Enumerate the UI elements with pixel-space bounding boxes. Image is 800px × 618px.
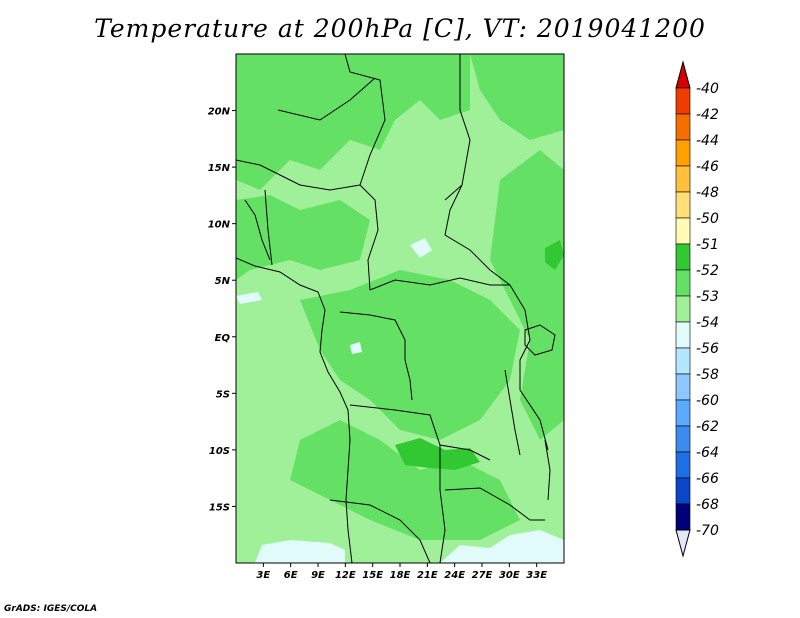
- lon-tick-label: 6E: [284, 570, 298, 581]
- colorbar-segment: [675, 347, 691, 375]
- lon-tick-label: 15E: [362, 570, 383, 581]
- field-patch-cold-south: [255, 540, 345, 563]
- lake-malawi: [544, 439, 551, 501]
- colorbar-label: -70: [696, 523, 719, 539]
- lon-tick-label: 30E: [499, 570, 520, 581]
- colorbar-segment: [675, 399, 691, 427]
- colorbar-segment: [675, 139, 691, 167]
- field-patch-central: [300, 270, 520, 440]
- border-south: [329, 499, 431, 563]
- border-niger-chad: [277, 77, 376, 121]
- colorbar-label: -64: [696, 445, 719, 461]
- coastline-west: [236, 257, 353, 563]
- colorbar-segment: [675, 425, 691, 453]
- lake-victoria: [524, 324, 556, 356]
- border-sahel-west: [236, 159, 361, 191]
- temperature-field: [236, 54, 564, 563]
- border-ghana-togo: [264, 189, 273, 266]
- country-borders: [236, 54, 556, 563]
- colorbar-label: -58: [696, 367, 719, 383]
- colorbar-segment: [675, 321, 691, 349]
- border-algeria-libya: [344, 54, 386, 186]
- colorbar-segment: [675, 373, 691, 401]
- lat-tick-label: 5N: [215, 276, 231, 287]
- colorbar-segment: [675, 87, 691, 115]
- lat-tick-label: 10S: [209, 446, 230, 457]
- colorbar-segment: [675, 295, 691, 323]
- colorbar-label: -52: [696, 263, 719, 279]
- lat-tick-label: 5S: [216, 389, 230, 400]
- field-patch-cold-small: [350, 342, 362, 354]
- colorbar-segment: [675, 451, 691, 479]
- field-patch-dark-1: [395, 438, 480, 470]
- lake-tanganyika: [504, 369, 521, 456]
- colorbar-segment: [675, 269, 691, 297]
- colorbar-segment: [675, 217, 691, 245]
- lat-tick-label: EQ: [215, 333, 231, 344]
- colorbar-label: -62: [696, 419, 719, 435]
- lon-tick-label: 21E: [417, 570, 438, 581]
- map-title: Temperature at 200hPa [C], VT: 201904120…: [94, 14, 706, 43]
- colorbar-label: -56: [696, 341, 719, 357]
- lon-tick-label: 24E: [444, 570, 465, 581]
- colorbar-segment: [675, 477, 691, 505]
- colorbar-label: -40: [696, 81, 719, 97]
- colorbar-label: -68: [696, 497, 719, 513]
- border-congo-drc: [339, 311, 413, 401]
- field-patch-east: [490, 150, 564, 440]
- lon-tick-label: 12E: [335, 570, 356, 581]
- latitude-axis: 20N 15N 10N 5N EQ 5S 10S 15S: [208, 107, 236, 513]
- colorbar-segment: [675, 113, 691, 141]
- field-patch-cold-west: [236, 292, 262, 304]
- field-patch-cold-southeast: [440, 530, 564, 563]
- colorbar-label: -48: [696, 185, 719, 201]
- border-drc-angola: [349, 404, 491, 461]
- colorbar-segment: [675, 503, 691, 531]
- lon-tick-label: 33E: [526, 570, 547, 581]
- lat-tick-label: 15N: [208, 163, 231, 174]
- border-east: [509, 284, 549, 451]
- field-patch-cold-center: [410, 238, 432, 258]
- longitude-axis: 3E 6E 9E 12E 15E 18E 21E 24E 27E 30E 33E: [256, 563, 547, 581]
- colorbar-segment: [675, 191, 691, 219]
- colorbar-label: -44: [696, 133, 719, 149]
- field-patch-northeast: [470, 54, 564, 140]
- border-west-africa: [244, 199, 271, 261]
- colorbar-top-triangle: [675, 60, 691, 89]
- lat-tick-label: 10N: [208, 220, 231, 231]
- lon-tick-label: 18E: [390, 570, 411, 581]
- border-chad-sudan: [444, 184, 511, 286]
- colorbar-segment: [675, 165, 691, 193]
- grads-credit: GrADS: IGES/COLA: [4, 604, 98, 614]
- field-patch-dark-2: [545, 240, 564, 270]
- lon-tick-label: 27E: [472, 570, 493, 581]
- lon-tick-label: 9E: [311, 570, 325, 581]
- colorbar-segment: [675, 243, 691, 271]
- colorbar-label: -66: [696, 471, 719, 487]
- lat-tick-label: 20N: [208, 107, 231, 118]
- border-libya-egypt: [444, 54, 471, 201]
- colorbar-bottom-triangle: [675, 529, 691, 558]
- border-zambia-south: [444, 487, 545, 521]
- colorbar-label: -54: [696, 315, 719, 331]
- colorbar-label: -51: [696, 237, 719, 253]
- lon-tick-label: 3E: [256, 570, 270, 581]
- colorbar-label: -50: [696, 211, 719, 227]
- border-nigeria-cameroon: [359, 184, 379, 291]
- colorbar: -40 -42 -44 -46 -48 -50 -51 -52 -53 -54 -56 -58 -60 -…: [675, 60, 719, 558]
- colorbar-label: -60: [696, 393, 719, 409]
- field-patch-south: [290, 420, 520, 540]
- lat-tick-label: 15S: [209, 502, 230, 513]
- colorbar-label: -46: [696, 159, 719, 175]
- colorbar-label: -42: [696, 107, 719, 123]
- field-patch-north: [236, 54, 470, 190]
- border-car: [369, 277, 510, 291]
- colorbar-label: -53: [696, 289, 719, 305]
- border-angola-zambia: [439, 445, 446, 563]
